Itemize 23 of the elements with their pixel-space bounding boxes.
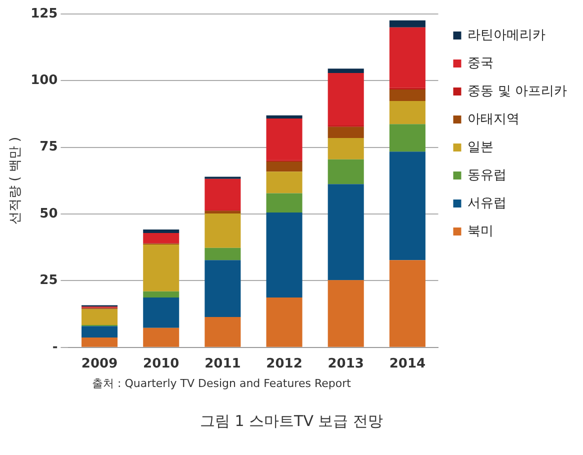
legend-label: 아태지역: [468, 112, 520, 127]
x-tick-label: 2013: [328, 356, 364, 372]
legend-label: 라틴아메리카: [468, 28, 546, 43]
y-tick-label: 125: [30, 6, 58, 22]
text: 그림 1 스마트TV 보급 전망: [198, 412, 384, 431]
y-tick-label: 50: [40, 206, 58, 222]
x-tick-label: 2014: [389, 356, 426, 372]
legend-label: 서유럽: [468, 196, 507, 211]
y-tick-label: 100: [30, 73, 58, 88]
y-tick-label: 75: [40, 140, 58, 155]
legend-label: 중국: [468, 56, 494, 71]
legend-label: 일본: [468, 140, 494, 155]
legend-label: 중동 및 아프리카: [468, 84, 567, 99]
legend-label: 동유럽: [468, 168, 507, 183]
x-tick-label: 2011: [204, 356, 241, 372]
y-axis-title: 선적량 ( 백만 ): [8, 136, 24, 224]
legend-label: 북미: [468, 224, 494, 239]
x-tick-label: 2010: [143, 356, 180, 372]
y-tick-label: 25: [40, 273, 58, 288]
source-note: 출처 : Quarterly TV Design and Features Report: [92, 376, 351, 391]
y-tick-label: -: [52, 340, 58, 355]
x-tick-label: 2009: [81, 356, 118, 372]
x-tick-label: 2012: [266, 356, 302, 372]
